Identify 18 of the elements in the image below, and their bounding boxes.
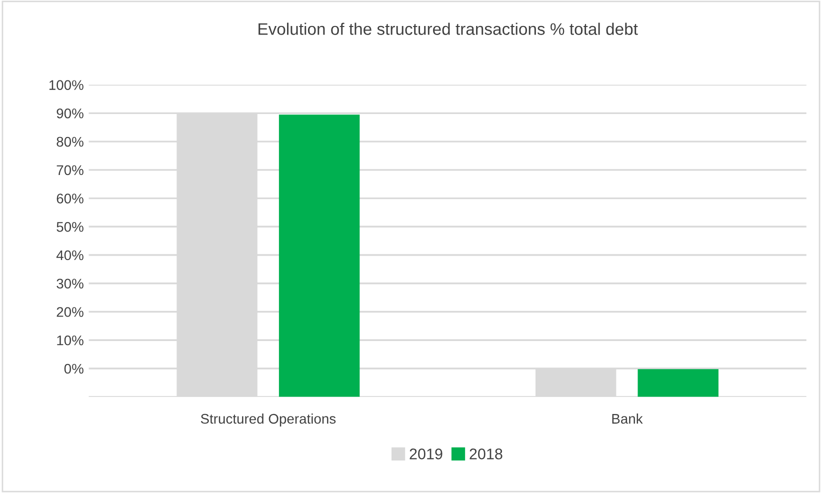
- y-tick-label: 80%: [56, 136, 84, 147]
- y-tick-label: 90%: [56, 108, 84, 118]
- y-tick-label: 50%: [56, 222, 84, 232]
- y-tick-label: 20%: [56, 307, 84, 317]
- x-tick-label: Bank: [612, 414, 643, 424]
- y-tick-label: 60%: [56, 194, 84, 204]
- y-tick-label: 70%: [56, 165, 84, 176]
- y-tick-label: 40%: [56, 250, 84, 260]
- y-tick-label: 30%: [56, 278, 84, 289]
- bar: [278, 114, 360, 397]
- y-tick-label: 100%: [49, 80, 84, 90]
- legend-label: 2019: [410, 448, 442, 460]
- x-tick-label: Structured Operations: [200, 414, 336, 426]
- bar: [638, 369, 718, 397]
- y-tick-label: 10%: [57, 335, 84, 346]
- legend-label: 2018: [470, 448, 502, 460]
- y-tick-label: 0%: [64, 364, 84, 374]
- chart-title: Evolution of the structured transactions % total debt: [258, 22, 638, 35]
